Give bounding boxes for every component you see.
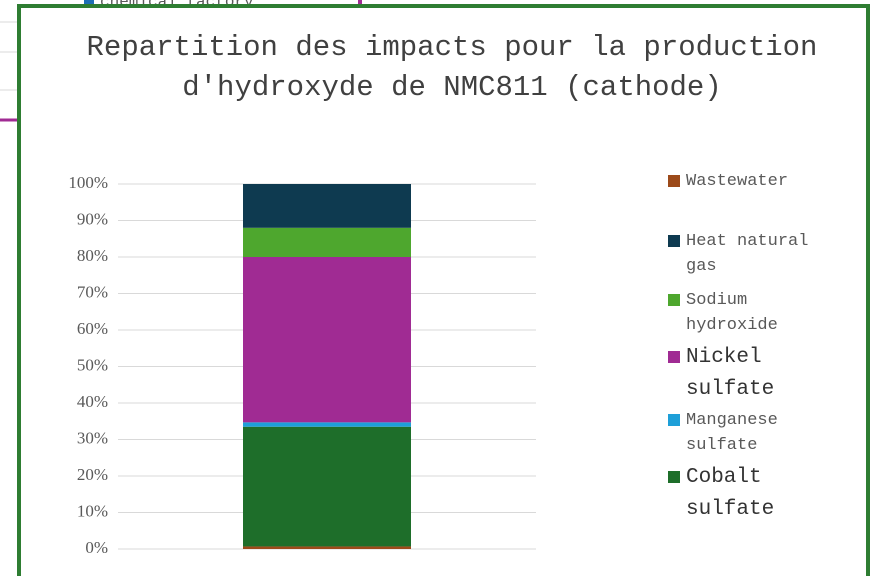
legend-item: Manganese sulfate [668,408,818,458]
legend-item: Wastewater [668,169,818,194]
legend-label: Nickel sulfate [686,346,775,401]
legend-swatch [668,175,680,187]
bar-segment [243,227,411,257]
bar-segment [243,422,411,427]
chart-frame [17,4,870,576]
legend-item: Heat natural gas [668,229,818,279]
y-tick-label: 40% [77,392,108,411]
legend-swatch [668,235,680,247]
bar-segment [243,546,411,549]
y-tick-label: 80% [77,246,108,265]
background-swatch [84,0,94,6]
y-tick-label: 100% [68,173,108,192]
chart-title: Repartition des impacts pour la producti… [86,31,818,104]
legend-item: Sodium hydroxide [668,288,818,338]
y-tick-label: 50% [77,355,108,374]
legend-label: Manganese sulfate [686,411,778,455]
legend-item: Cobalt sulfate [668,462,818,526]
y-tick-label: 30% [77,428,108,447]
y-tick-label: 60% [77,319,108,338]
legend-label: Heat natural gas [686,232,809,276]
y-tick-label: 20% [77,465,108,484]
legend-label: Sodium hydroxide [686,291,778,335]
y-tick-label: 70% [77,282,108,301]
bar-segment [243,257,411,423]
y-tick-label: 90% [77,209,108,228]
y-tick-label: 0% [85,538,108,557]
bar-segment [243,426,411,547]
y-tick-label: 10% [77,501,108,520]
legend-swatch [668,351,680,363]
bar-segment [243,184,411,228]
legend-label: Wastewater [686,172,789,191]
legend-swatch [668,471,680,483]
legend-label: Cobalt sulfate [686,466,775,521]
legend-swatch [668,294,680,306]
legend-item: Nickel sulfate [668,342,818,406]
legend-swatch [668,414,680,426]
